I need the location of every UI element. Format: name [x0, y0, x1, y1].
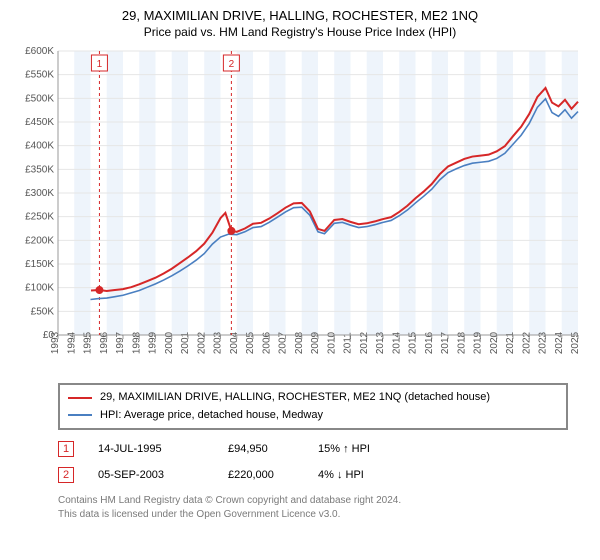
marker-price: £94,950 — [228, 443, 318, 455]
marker-badge: 1 — [58, 441, 74, 457]
marker-badge: 2 — [58, 467, 74, 483]
svg-text:£450K: £450K — [25, 117, 54, 128]
svg-text:£500K: £500K — [25, 93, 54, 104]
line-chart: £0£50K£100K£150K£200K£250K£300K£350K£400… — [12, 45, 588, 375]
swatch-red — [68, 397, 92, 399]
svg-text:£300K: £300K — [25, 188, 54, 199]
marker-date: 05-SEP-2003 — [98, 469, 228, 481]
legend: 29, MAXIMILIAN DRIVE, HALLING, ROCHESTER… — [58, 383, 568, 430]
legend-label: 29, MAXIMILIAN DRIVE, HALLING, ROCHESTER… — [100, 389, 490, 407]
legend-item-red: 29, MAXIMILIAN DRIVE, HALLING, ROCHESTER… — [68, 389, 558, 407]
svg-text:£100K: £100K — [25, 283, 54, 294]
svg-text:£600K: £600K — [25, 46, 54, 57]
svg-text:£50K: £50K — [31, 306, 55, 317]
chart-area: £0£50K£100K£150K£200K£250K£300K£350K£400… — [12, 45, 588, 375]
legend-label: HPI: Average price, detached house, Medw… — [100, 407, 323, 425]
chart-title: 29, MAXIMILIAN DRIVE, HALLING, ROCHESTER… — [12, 8, 588, 23]
svg-text:£400K: £400K — [25, 141, 54, 152]
svg-text:1: 1 — [97, 59, 103, 70]
marker-row: 1 14-JUL-1995 £94,950 15% ↑ HPI — [58, 436, 568, 462]
svg-text:£150K: £150K — [25, 259, 54, 270]
swatch-blue — [68, 414, 92, 416]
footer-line: Contains HM Land Registry data © Crown c… — [58, 494, 568, 508]
marker-price: £220,000 — [228, 469, 318, 481]
chart-subtitle: Price paid vs. HM Land Registry's House … — [12, 25, 588, 39]
marker-table: 1 14-JUL-1995 £94,950 15% ↑ HPI 2 05-SEP… — [58, 436, 568, 488]
footer: Contains HM Land Registry data © Crown c… — [58, 494, 568, 521]
marker-delta: 4% ↓ HPI — [318, 469, 438, 481]
marker-row: 2 05-SEP-2003 £220,000 4% ↓ HPI — [58, 462, 568, 488]
marker-delta: 15% ↑ HPI — [318, 443, 438, 455]
svg-text:£550K: £550K — [25, 70, 54, 81]
legend-item-blue: HPI: Average price, detached house, Medw… — [68, 407, 558, 425]
svg-text:£200K: £200K — [25, 235, 54, 246]
svg-text:£250K: £250K — [25, 212, 54, 223]
container: 29, MAXIMILIAN DRIVE, HALLING, ROCHESTER… — [0, 0, 600, 529]
footer-line: This data is licensed under the Open Gov… — [58, 508, 568, 522]
svg-text:£350K: £350K — [25, 164, 54, 175]
marker-date: 14-JUL-1995 — [98, 443, 228, 455]
svg-text:2: 2 — [229, 59, 235, 70]
